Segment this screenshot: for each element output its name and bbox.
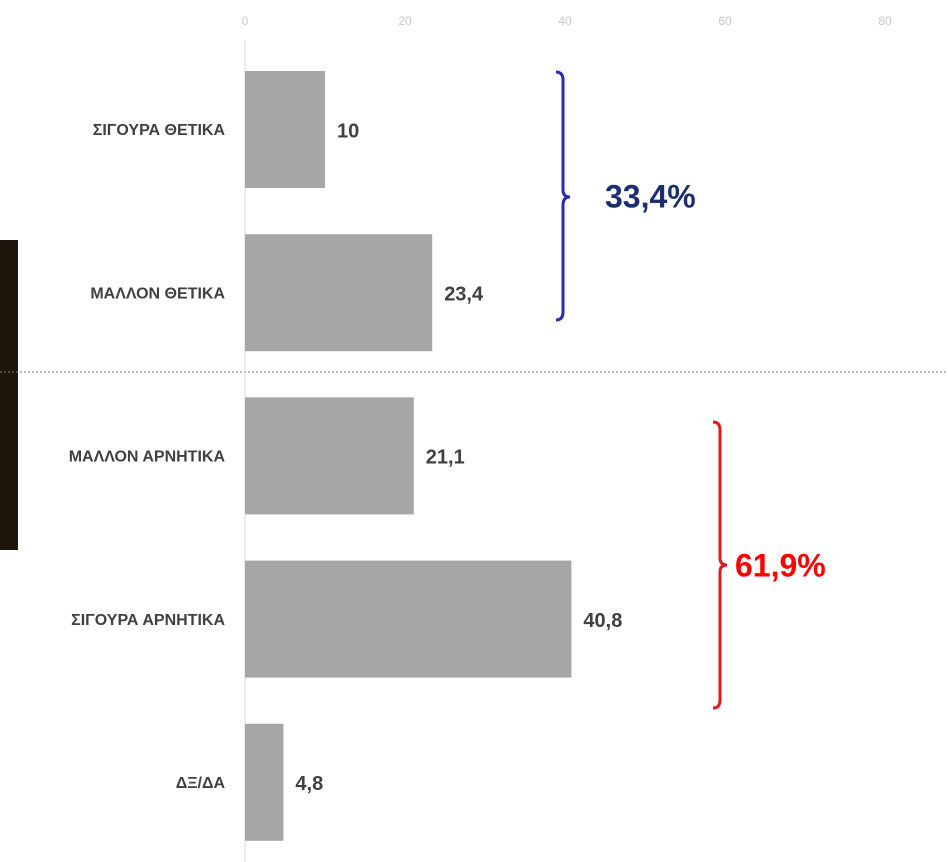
bar: [245, 71, 325, 188]
value-label: 23,4: [444, 283, 484, 305]
bar: [245, 723, 284, 841]
background-image-strip: [0, 240, 18, 550]
x-tick-label: 40: [558, 14, 572, 28]
value-label: 4,8: [295, 773, 323, 795]
y-tick-label: ΣΙΓΟΥΡΑ ΑΡΝΗΤΙΚΑ: [71, 612, 225, 629]
x-tick-label: 20: [398, 14, 412, 28]
x-tick-label: 60: [718, 14, 732, 28]
value-label: 21,1: [426, 447, 465, 469]
bracket-negative: [712, 420, 728, 710]
bar: [245, 560, 572, 678]
value-label: 40,8: [583, 610, 622, 632]
y-tick-label: ΣΙΓΟΥΡΑ ΘΕΤΙΚΑ: [93, 122, 226, 139]
y-tick-label: ΜΑΛΛΟΝ ΑΡΝΗΤΙΚΑ: [69, 449, 226, 466]
y-tick-label: ΔΞ/ΔΑ: [176, 775, 226, 792]
bar: [245, 397, 414, 515]
bar: [245, 234, 433, 352]
x-tick-label: 80: [878, 14, 892, 28]
x-tick-label: 0: [242, 14, 249, 28]
y-tick-label: ΜΑΛΛΟΝ ΘΕΤΙΚΑ: [90, 285, 225, 302]
bracket-positive: [555, 70, 571, 322]
annotation: 61,9%: [735, 547, 826, 583]
annotation: 33,4%: [605, 178, 696, 214]
value-label: 10: [337, 120, 359, 142]
